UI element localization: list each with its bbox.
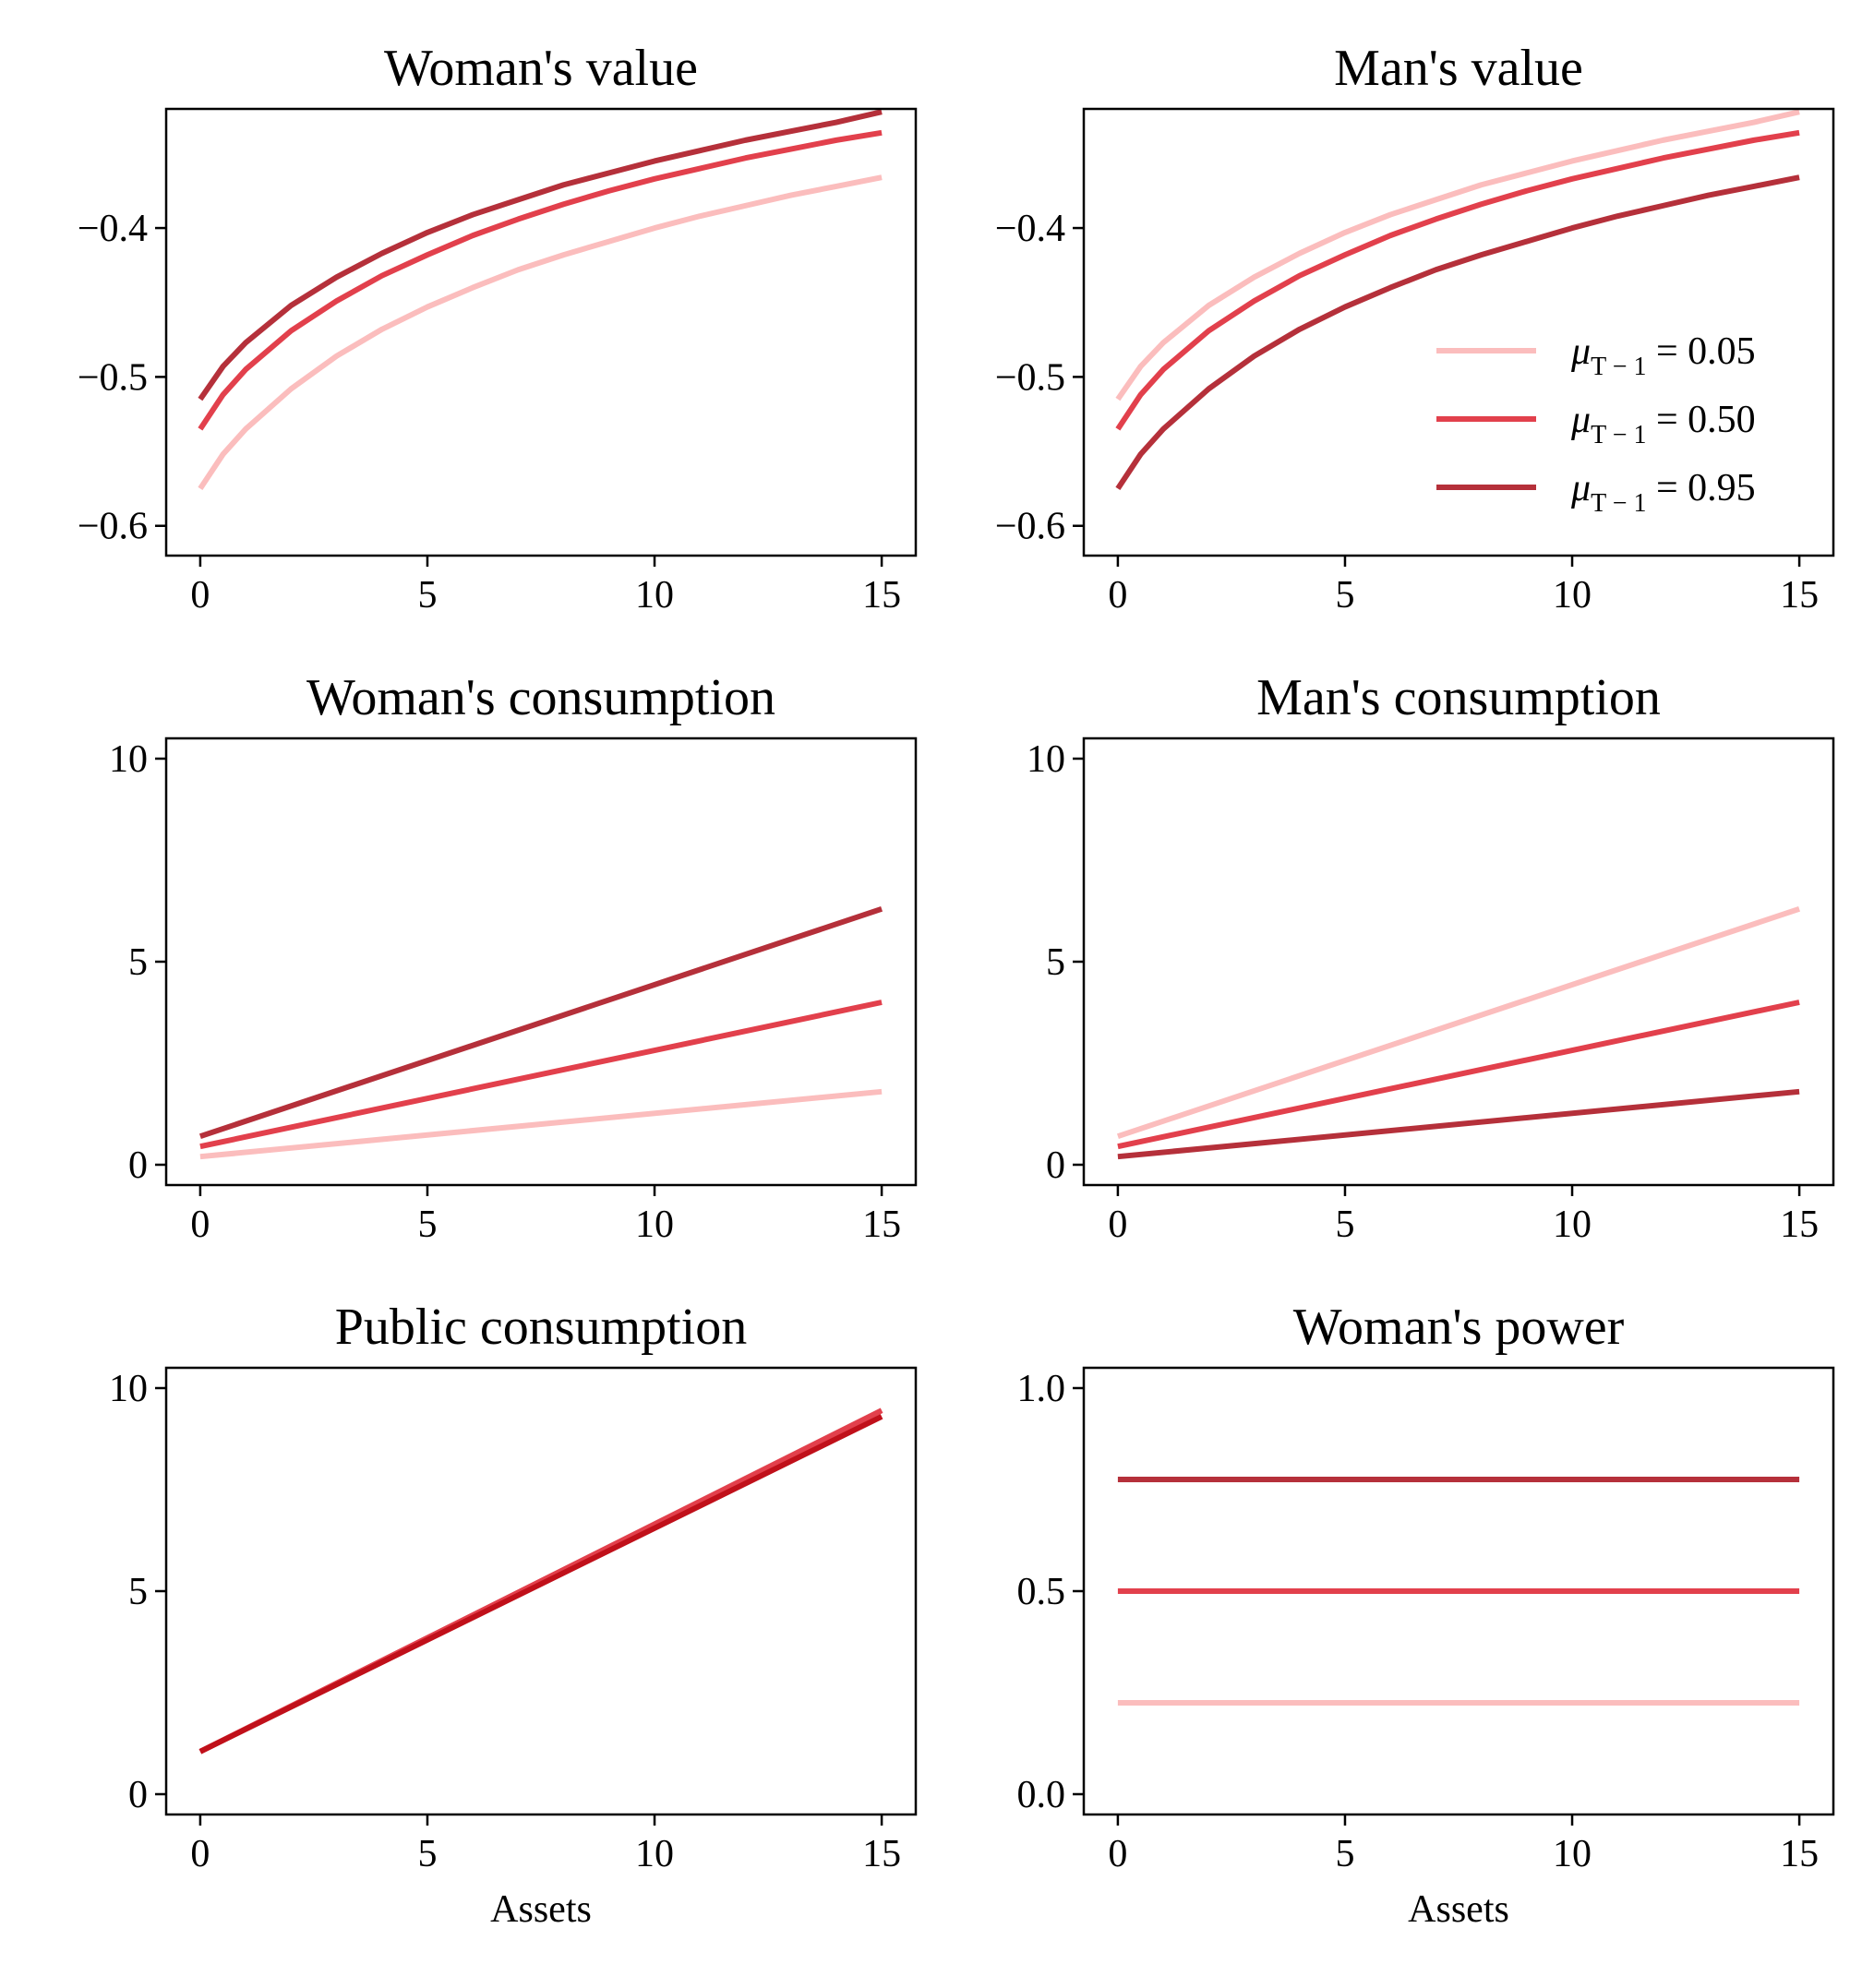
x-tick-label: 0 (1108, 1204, 1127, 1246)
plot-frame (1082, 107, 1835, 557)
series-line-1 (198, 174, 883, 491)
series-line-2 (198, 1414, 883, 1754)
y-tick-label: 0 (128, 1144, 148, 1187)
y-tick-label: 5 (128, 941, 148, 984)
x-tick-label: 15 (1780, 1204, 1819, 1246)
plot-frame (1082, 737, 1835, 1187)
panel-title: Woman's value (384, 40, 698, 97)
plot-frame (164, 1366, 918, 1816)
x-tick-label: 10 (635, 574, 674, 617)
series-line-2 (199, 1000, 883, 1150)
x-tick-label: 15 (1780, 574, 1819, 617)
x-tick-label: 10 (635, 1833, 674, 1875)
x-tick-label: 10 (635, 1204, 674, 1246)
x-tick-label: 5 (417, 1204, 437, 1246)
series-line-3 (1115, 174, 1800, 491)
y-tick-label: 0.0 (1017, 1774, 1066, 1816)
series-line-3 (198, 109, 883, 401)
x-tick-label: 15 (862, 1204, 901, 1246)
panel-4: Man's consumption 0 5 10 15 0 5 10 (1027, 669, 1835, 1246)
y-tick-label: −0.5 (995, 356, 1065, 399)
legend-entry-label: μT − 1 = 0.50 (1570, 399, 1756, 449)
y-tick-label: 10 (109, 1368, 148, 1410)
y-tick-label: 1.0 (1017, 1368, 1066, 1410)
x-tick-label: 0 (1108, 574, 1127, 617)
panel-title: Woman's power (1293, 1299, 1625, 1356)
y-tick-label: −0.6 (78, 506, 148, 548)
x-tick-label: 5 (1335, 574, 1354, 617)
x-tick-label: 15 (1780, 1833, 1819, 1875)
x-tick-label: 5 (1335, 1833, 1354, 1875)
panel-1: Woman's value 0 5 10 15 −0.6 −0.5 −0.4 (78, 40, 918, 617)
legend: μT − 1 = 0.05 μT − 1 = 0.50 μT − 1 = 0.95 (1436, 330, 1756, 518)
series-line-2 (1117, 1000, 1800, 1150)
x-tick-label: 5 (1335, 1204, 1354, 1246)
panel-6: Woman's power 0 5 10 15 0.0 0.5 1.0 Assets (1017, 1299, 1835, 1931)
x-tick-label: 0 (190, 1833, 210, 1875)
panel-title: Woman's consumption (306, 669, 775, 726)
x-tick-label: 10 (1553, 1204, 1592, 1246)
x-tick-label: 10 (1553, 574, 1592, 617)
plot-frame (164, 737, 918, 1187)
y-tick-label: −0.4 (995, 208, 1065, 250)
series-line-3 (1117, 1088, 1800, 1160)
legend-entry-label: μT − 1 = 0.95 (1570, 467, 1756, 518)
x-axis-label: Assets (490, 1888, 592, 1931)
y-tick-label: −0.4 (78, 208, 148, 250)
panel-2: Man's value 0 5 10 15 −0.6 −0.5 −0.4 μT − 1 = 0.… (995, 40, 1835, 617)
y-tick-label: 5 (1046, 941, 1065, 984)
x-tick-label: 0 (1108, 1833, 1127, 1875)
x-tick-label: 0 (190, 574, 210, 617)
panel-3: Woman's consumption 0 5 10 15 0 5 10 (109, 669, 918, 1246)
series-line-1 (1115, 109, 1800, 401)
panel-title: Man's value (1334, 40, 1583, 97)
series-line-1 (1116, 905, 1801, 1140)
x-tick-label: 15 (862, 574, 901, 617)
y-tick-label: 10 (109, 738, 148, 781)
series-line-2 (198, 129, 883, 431)
x-tick-label: 10 (1553, 1833, 1592, 1875)
panel-title: Public consumption (335, 1299, 747, 1356)
series-line-2 (1115, 129, 1800, 431)
x-tick-label: 5 (417, 574, 437, 617)
x-tick-label: 5 (417, 1833, 437, 1875)
y-tick-label: 0.5 (1017, 1571, 1066, 1613)
y-tick-label: −0.5 (78, 356, 148, 399)
series-line-3 (198, 905, 883, 1140)
panel-5: Public consumption 0 5 10 15 0 5 10 Assets (109, 1299, 918, 1931)
panel-title: Man's consumption (1256, 669, 1661, 726)
y-tick-label: −0.6 (995, 506, 1065, 548)
y-tick-label: 10 (1027, 738, 1065, 781)
y-tick-label: 0 (128, 1774, 148, 1816)
legend-entry-label: μT − 1 = 0.05 (1570, 330, 1756, 381)
y-tick-label: 5 (128, 1571, 148, 1613)
plot-frame (164, 107, 918, 557)
x-tick-label: 0 (190, 1204, 210, 1246)
x-tick-label: 15 (862, 1833, 901, 1875)
x-axis-label: Assets (1408, 1888, 1509, 1931)
y-tick-label: 0 (1046, 1144, 1065, 1187)
series-line-1 (199, 1088, 883, 1160)
